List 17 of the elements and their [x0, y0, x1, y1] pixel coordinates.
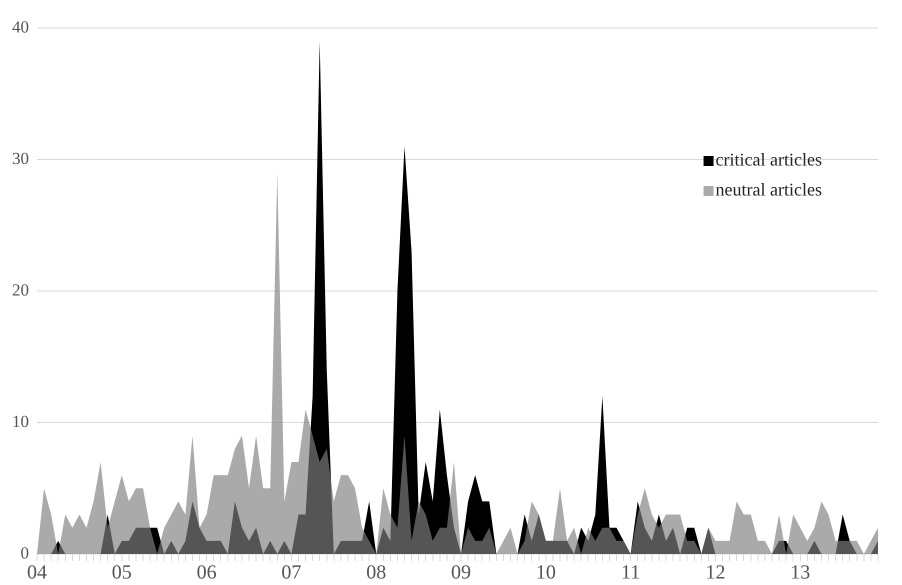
x-tick-label: 10 [536, 561, 556, 584]
x-tick-label: 11 [621, 561, 640, 584]
y-tick-label: 10 [12, 412, 29, 431]
y-tick-label: 30 [12, 148, 29, 168]
x-tick-label: 04 [27, 561, 47, 584]
x-tick-label: 07 [281, 561, 302, 584]
x-tick-label: 12 [705, 561, 726, 584]
y-tick-label: 0 [20, 543, 29, 562]
x-tick-label: 08 [366, 561, 386, 584]
y-tick-label: 20 [12, 280, 29, 300]
x-tick-label: 13 [790, 561, 810, 584]
legend-label: critical articles [716, 150, 822, 170]
x-tick-label: 09 [451, 561, 472, 584]
legend-label: neutral articles [716, 180, 822, 200]
x-tick-label: 06 [196, 561, 217, 584]
x-tick-label: 05 [112, 561, 132, 584]
y-tick-label: 40 [12, 17, 29, 36]
